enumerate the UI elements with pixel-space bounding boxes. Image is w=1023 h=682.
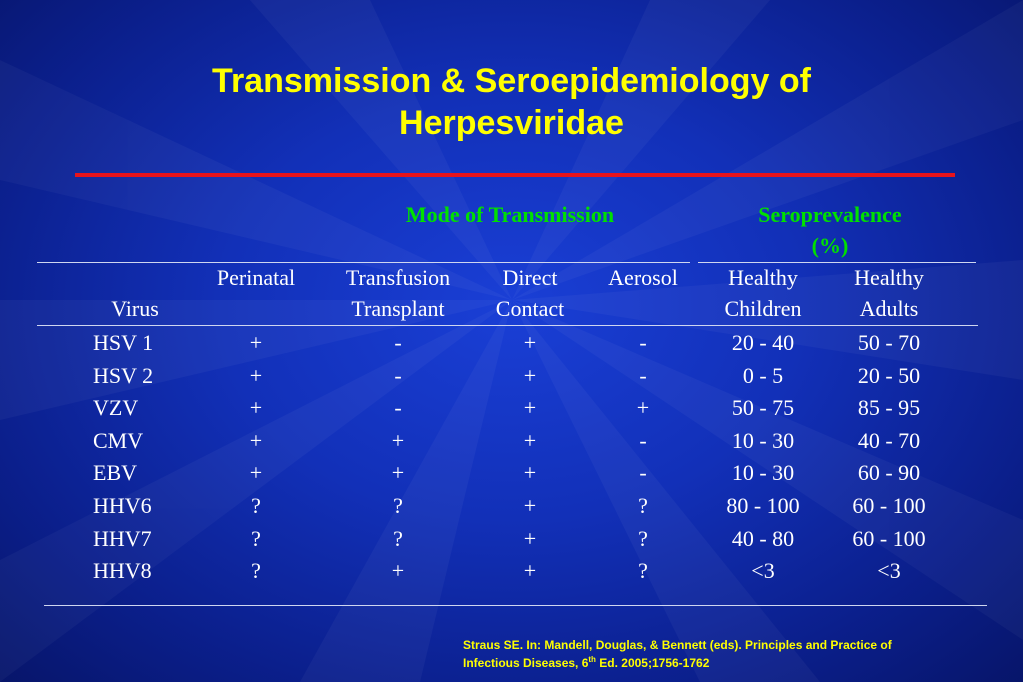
column-header-rule	[37, 325, 978, 326]
cell-aerosol: +	[636, 395, 650, 421]
cell-healthy-children: 40 - 80	[731, 525, 795, 551]
cell-transfusion: ?	[393, 493, 403, 518]
cell-transfusion: -	[394, 330, 402, 355]
cell-healthy-adults: 85 - 95	[857, 395, 921, 421]
cell-healthy-adults: 20 - 50	[857, 362, 921, 388]
cell-aerosol: -	[639, 427, 647, 453]
column-header-healthy-adults-2: Adults	[859, 296, 919, 321]
cell-perinatal: ?	[251, 525, 261, 551]
column-header-healthy-adults-1: Healthy	[854, 265, 924, 290]
column-header-transfusion-2: Transplant	[351, 296, 445, 321]
cell-healthy-children: <3	[751, 558, 775, 584]
cell-perinatal: +	[249, 362, 263, 388]
cell-aerosol: -	[639, 330, 647, 355]
cell-healthy-adults: 50 - 70	[857, 330, 921, 355]
cell-transfusion: -	[394, 362, 402, 388]
cell-perinatal: ?	[251, 493, 261, 518]
cell-direct-contact: +	[523, 493, 537, 518]
cell-transfusion: +	[391, 558, 405, 584]
cell-direct-contact: +	[523, 460, 537, 486]
column-header-transfusion-1: Transfusion	[345, 265, 451, 290]
cell-healthy-adults: 60 - 90	[857, 460, 921, 486]
title-line-1: Transmission & Seroepidemiology of	[212, 62, 811, 100]
cell-aerosol: -	[639, 460, 647, 486]
cell-virus: HSV 2	[93, 362, 154, 388]
cell-aerosol: ?	[638, 493, 648, 518]
cell-direct-contact: +	[523, 330, 537, 355]
cell-healthy-adults: 60 - 100	[852, 525, 926, 551]
cell-aerosol: ?	[638, 525, 648, 551]
citation-text: Infectious Diseases, 6	[463, 656, 589, 670]
column-header-direct-contact-1: Direct	[502, 265, 558, 290]
citation-text-end: Ed. 2005;1756-1762	[595, 656, 710, 670]
column-header-perinatal-1: Perinatal	[216, 265, 296, 290]
cell-healthy-adults: <3	[877, 558, 901, 584]
title-line-2: Herpesviridae	[399, 104, 624, 142]
cell-healthy-children: 0 - 5	[742, 362, 784, 388]
title-divider	[75, 173, 955, 177]
citation-line-2: Infectious Diseases, 6th Ed. 2005;1756-1…	[463, 654, 1018, 672]
cell-virus: HHV7	[93, 525, 152, 551]
cell-transfusion: -	[394, 395, 402, 421]
citation-superscript: th	[588, 655, 596, 664]
citation-line-1: Straus SE. In: Mandell, Douglas, & Benne…	[463, 638, 892, 652]
cell-direct-contact: +	[523, 362, 537, 388]
header-seroprevalence: Seroprevalence	[758, 202, 902, 227]
cell-healthy-children: 20 - 40	[731, 330, 795, 355]
column-header-aerosol-1: Aerosol	[608, 265, 678, 290]
cell-aerosol: ?	[638, 558, 648, 584]
column-header-direct-contact-2: Contact	[495, 296, 565, 321]
cell-virus: EBV	[93, 460, 137, 486]
cell-healthy-adults: 40 - 70	[857, 427, 921, 453]
cell-transfusion: ?	[393, 525, 403, 551]
cell-direct-contact: +	[523, 427, 537, 453]
cell-healthy-children: 80 - 100	[726, 493, 800, 518]
cell-aerosol: -	[639, 362, 647, 388]
cell-healthy-adults: 60 - 100	[852, 493, 926, 518]
column-header-healthy-children-2: Children	[724, 296, 802, 321]
cell-perinatal: +	[249, 460, 263, 486]
cell-healthy-children: 50 - 75	[731, 395, 795, 421]
cell-transfusion: +	[391, 427, 405, 453]
header-rule-left	[37, 262, 690, 263]
cell-perinatal: ?	[251, 558, 261, 584]
header-rule-right	[698, 262, 976, 263]
table-bottom-rule	[44, 605, 987, 606]
cell-virus: HHV8	[93, 558, 152, 584]
cell-transfusion: +	[391, 460, 405, 486]
cell-perinatal: +	[249, 395, 263, 421]
cell-perinatal: +	[249, 427, 263, 453]
citation: Straus SE. In: Mandell, Douglas, & Benne…	[463, 636, 1018, 672]
column-header-virus-2: Virus	[111, 296, 159, 321]
cell-direct-contact: +	[523, 525, 537, 551]
cell-healthy-children: 10 - 30	[731, 427, 795, 453]
slide-title: Transmission & Seroepidemiology of Herpe…	[0, 60, 1023, 144]
column-header-healthy-children-1: Healthy	[728, 265, 798, 290]
header-mode-of-transmission: Mode of Transmission	[405, 202, 615, 227]
cell-virus: HSV 1	[93, 330, 154, 355]
cell-perinatal: +	[249, 330, 263, 355]
cell-direct-contact: +	[523, 395, 537, 421]
cell-healthy-children: 10 - 30	[731, 460, 795, 486]
cell-virus: CMV	[93, 427, 144, 453]
cell-direct-contact: +	[523, 558, 537, 584]
cell-virus: VZV	[93, 395, 139, 421]
header-seroprevalence-unit: (%)	[811, 233, 849, 258]
cell-virus: HHV6	[93, 493, 152, 518]
